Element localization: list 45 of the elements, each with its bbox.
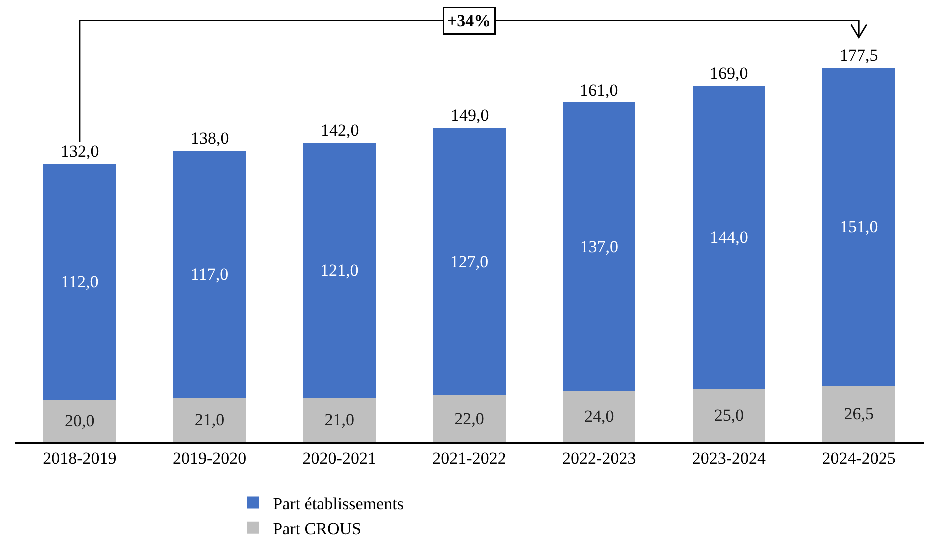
data-label: 151,0 bbox=[840, 218, 878, 237]
legend-label: Part établissements bbox=[273, 494, 404, 514]
total-label: 132,0 bbox=[61, 142, 100, 161]
total-label: 138,0 bbox=[191, 129, 230, 148]
total-label: 177,5 bbox=[840, 46, 878, 65]
data-label: 25,0 bbox=[714, 406, 744, 426]
bar bbox=[822, 68, 896, 386]
bar bbox=[303, 398, 376, 442]
bar bbox=[822, 386, 896, 442]
data-label: 117,0 bbox=[190, 264, 229, 284]
bar bbox=[692, 389, 766, 442]
bar bbox=[173, 398, 246, 442]
data-label: 144,0 bbox=[710, 228, 748, 248]
bar bbox=[44, 164, 116, 400]
total-label: 142,0 bbox=[321, 121, 360, 140]
data-label: 20,0 bbox=[65, 411, 95, 430]
x-tick-label: 2020-2021 bbox=[302, 449, 376, 468]
data-label: 121,0 bbox=[320, 260, 359, 280]
x-tick-label: 2021-2022 bbox=[432, 449, 506, 468]
data-label: 127,0 bbox=[450, 252, 489, 272]
data-label: 137,0 bbox=[580, 238, 618, 257]
total-label: 169,0 bbox=[710, 64, 748, 83]
bar bbox=[44, 400, 116, 442]
x-tick-label: 2023-2024 bbox=[692, 449, 767, 468]
bar bbox=[433, 128, 506, 396]
data-label: 21,0 bbox=[324, 410, 355, 430]
bar bbox=[303, 142, 376, 398]
bar bbox=[433, 396, 506, 442]
data-label: 112,0 bbox=[61, 272, 99, 292]
x-tick-label: 2024-2025 bbox=[822, 449, 896, 468]
x-tick-label: 2022-2023 bbox=[562, 449, 636, 468]
annotation: +34% bbox=[448, 12, 492, 30]
total-label: 149,0 bbox=[451, 106, 490, 125]
bar bbox=[173, 151, 246, 398]
total-label: 161,0 bbox=[580, 81, 618, 100]
bar bbox=[563, 391, 636, 442]
data-label: 26,5 bbox=[844, 404, 874, 424]
data-label: 22,0 bbox=[454, 409, 484, 428]
bar bbox=[563, 102, 636, 392]
x-tick-label: 2019-2020 bbox=[172, 449, 247, 468]
x-tick-label: 2018-2019 bbox=[43, 449, 117, 468]
bar bbox=[692, 86, 766, 390]
data-label: 24,0 bbox=[584, 407, 614, 426]
data-label: 21,0 bbox=[194, 410, 225, 430]
legend-label: Part CROUS bbox=[273, 519, 362, 538]
